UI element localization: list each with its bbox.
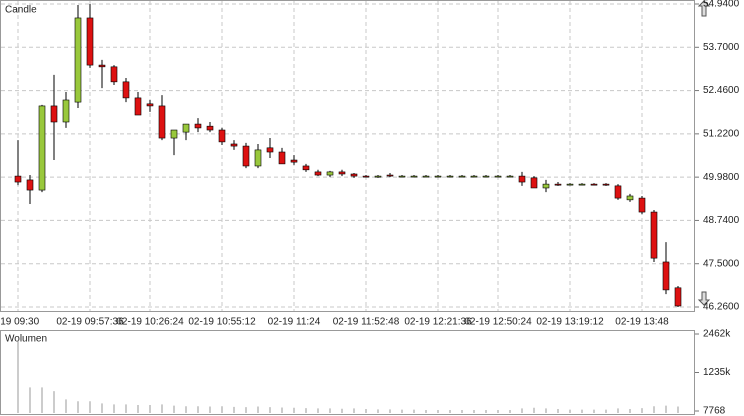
candle-body	[26, 179, 34, 191]
candle-body	[146, 103, 154, 107]
candle-body	[398, 175, 406, 178]
candle-body	[482, 175, 490, 178]
candle-body	[530, 177, 538, 189]
candle-body	[614, 185, 622, 199]
candle-body	[134, 97, 142, 116]
scroll-up[interactable]	[697, 0, 711, 17]
x-tick-label: 02-19 13:19:12	[536, 317, 604, 328]
candle-body	[122, 81, 130, 99]
candle-body	[674, 287, 682, 307]
y-tick-label: 54.9400	[703, 0, 740, 10]
candle-body	[458, 175, 466, 178]
x-tick-label: 02-19 11:24	[268, 317, 321, 328]
candle-body	[470, 175, 478, 178]
candle-body	[206, 125, 214, 131]
candle-body	[314, 171, 322, 176]
x-tick-label: 02-19 11:52:48	[333, 317, 400, 328]
candle-body	[362, 175, 370, 178]
y-tick-label: 7768	[703, 406, 726, 416]
candle-body	[254, 149, 262, 167]
candle-body	[98, 64, 106, 68]
scroll-down[interactable]	[697, 291, 711, 306]
candle-body	[218, 129, 226, 143]
candle-body	[110, 66, 118, 83]
candle-body	[434, 175, 442, 178]
candle-body	[410, 175, 418, 178]
candle-body	[62, 99, 70, 123]
candle-body	[554, 183, 562, 186]
y-tick-label: 48.7400	[703, 215, 740, 226]
y-tick-label: 51.2200	[703, 128, 740, 139]
candle-body	[158, 105, 166, 139]
candle-body	[50, 105, 58, 123]
candle-body	[170, 129, 178, 139]
candle-body	[74, 17, 82, 103]
chart-title: Candle	[5, 5, 37, 16]
candle-body	[278, 151, 286, 165]
candle-body	[338, 171, 346, 175]
x-tick-label: 02-19 13:48	[615, 317, 669, 328]
candle-body	[494, 175, 502, 178]
y-tick-label: 47.5000	[703, 258, 740, 269]
candle-body	[518, 175, 526, 183]
candle-body	[326, 171, 334, 176]
candle-body	[182, 123, 190, 133]
candle-body	[230, 143, 238, 147]
candle-body	[542, 183, 550, 189]
candle-body	[590, 183, 598, 186]
candle-body	[14, 175, 22, 183]
volume-panel	[0, 330, 695, 415]
x-tick-label: 02-19 09:57:36	[56, 317, 124, 328]
candle-body	[446, 175, 454, 178]
candle-body	[650, 211, 658, 259]
price-panel	[0, 0, 695, 312]
panel-title: Wolumen	[5, 334, 47, 345]
candle-body	[86, 17, 94, 66]
x-tick-label: 02-19 10:55:12	[188, 317, 256, 328]
candle-body	[422, 175, 430, 178]
x-tick-label: 02-19 12:50:24	[464, 317, 532, 328]
y-tick-label: 2462k	[703, 329, 731, 340]
candle-body	[386, 174, 394, 177]
candle-body	[350, 173, 358, 177]
candle-body	[302, 165, 310, 171]
candle-body	[290, 159, 298, 163]
x-tick-label: 02-19 10:26:24	[116, 317, 184, 328]
candle-body	[638, 197, 646, 213]
candle-body	[662, 261, 670, 291]
candle-body	[266, 147, 274, 153]
candle-body	[194, 123, 202, 129]
y-tick-label: 46.2600	[703, 302, 740, 313]
candle-body	[566, 183, 574, 186]
candle-body	[374, 175, 382, 178]
y-tick-label: 49.9800	[703, 172, 740, 183]
candle-body	[242, 145, 250, 167]
y-tick-label: 53.7000	[703, 42, 740, 53]
x-tick-label: 02-19 12:21:36	[404, 317, 472, 328]
candle-body	[506, 175, 514, 178]
y-tick-label: 52.4600	[703, 85, 740, 96]
candle-body	[38, 105, 46, 191]
x-tick-label: -19 09:30	[0, 317, 40, 328]
candle-body	[578, 183, 586, 186]
candle-body	[602, 183, 610, 186]
candle-body	[626, 195, 634, 201]
y-tick-label: 1235k	[703, 367, 731, 378]
